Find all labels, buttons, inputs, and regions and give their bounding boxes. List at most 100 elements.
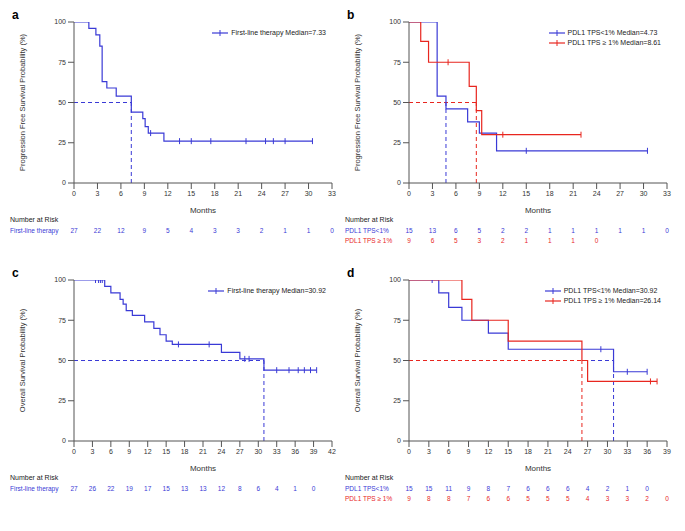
svg-text:25: 25	[58, 139, 66, 146]
svg-text:PDL1 TPS ≥ 1%: PDL1 TPS ≥ 1%	[345, 495, 392, 502]
svg-text:39: 39	[663, 447, 671, 454]
svg-text:24: 24	[564, 447, 572, 454]
svg-text:3: 3	[431, 190, 435, 197]
svg-text:36: 36	[643, 447, 651, 454]
svg-text:1: 1	[642, 227, 646, 234]
svg-text:5: 5	[166, 227, 170, 234]
svg-text:5: 5	[526, 495, 530, 502]
svg-text:6: 6	[526, 485, 530, 492]
svg-text:15: 15	[405, 227, 413, 234]
svg-text:Months: Months	[525, 464, 551, 471]
svg-text:3: 3	[625, 495, 629, 502]
svg-text:9: 9	[407, 237, 411, 244]
svg-text:1: 1	[307, 227, 311, 234]
svg-text:Months: Months	[190, 206, 216, 213]
svg-text:Overall Survival Probability (: Overall Survival Probability (%)	[353, 308, 362, 412]
svg-text:0: 0	[397, 437, 401, 444]
svg-text:1: 1	[524, 237, 528, 244]
svg-text:13: 13	[181, 485, 189, 492]
svg-text:50: 50	[58, 356, 66, 363]
svg-text:100: 100	[54, 276, 66, 283]
svg-text:8: 8	[487, 485, 491, 492]
svg-text:5: 5	[454, 237, 458, 244]
svg-text:3: 3	[96, 190, 100, 197]
svg-text:22: 22	[107, 485, 115, 492]
svg-text:18: 18	[524, 447, 532, 454]
svg-text:24: 24	[593, 190, 601, 197]
svg-text:15: 15	[405, 485, 413, 492]
svg-text:15: 15	[522, 190, 530, 197]
svg-text:6: 6	[109, 447, 113, 454]
svg-text:3: 3	[478, 237, 482, 244]
svg-text:27: 27	[616, 190, 624, 197]
svg-text:1: 1	[293, 485, 297, 492]
svg-text:6: 6	[431, 237, 435, 244]
svg-text:30: 30	[640, 190, 648, 197]
svg-text:0: 0	[665, 227, 669, 234]
svg-text:3: 3	[213, 227, 217, 234]
svg-text:12: 12	[164, 190, 172, 197]
svg-text:75: 75	[393, 316, 401, 323]
svg-text:30: 30	[305, 190, 313, 197]
svg-text:PDL1 TPS ≥ 1%: PDL1 TPS ≥ 1%	[345, 237, 392, 244]
svg-text:0: 0	[595, 237, 599, 244]
svg-text:1: 1	[595, 227, 599, 234]
svg-text:1: 1	[548, 227, 552, 234]
svg-text:12: 12	[484, 447, 492, 454]
svg-text:27: 27	[584, 447, 592, 454]
svg-text:1: 1	[548, 237, 552, 244]
svg-text:6: 6	[506, 495, 510, 502]
svg-text:27: 27	[70, 227, 78, 234]
svg-text:4: 4	[586, 485, 590, 492]
svg-text:PDL1 TPS<1%: PDL1 TPS<1%	[345, 485, 389, 492]
svg-text:6: 6	[454, 190, 458, 197]
svg-text:18: 18	[546, 190, 554, 197]
svg-text:12: 12	[117, 227, 125, 234]
svg-text:2: 2	[606, 485, 610, 492]
svg-text:12: 12	[144, 447, 152, 454]
svg-text:0: 0	[330, 227, 334, 234]
svg-text:First-line therapy: First-line therapy	[10, 485, 59, 493]
svg-text:2: 2	[501, 227, 505, 234]
svg-text:1: 1	[618, 227, 622, 234]
svg-text:Number at Risk: Number at Risk	[10, 216, 59, 223]
svg-text:1: 1	[571, 227, 575, 234]
svg-text:8: 8	[238, 485, 242, 492]
svg-text:6: 6	[256, 485, 260, 492]
svg-text:22: 22	[94, 227, 102, 234]
svg-text:4: 4	[189, 227, 193, 234]
svg-text:0: 0	[62, 437, 66, 444]
svg-text:19: 19	[126, 485, 134, 492]
svg-text:Number at Risk: Number at Risk	[345, 216, 394, 223]
svg-text:27: 27	[236, 447, 244, 454]
svg-text:9: 9	[142, 190, 146, 197]
svg-text:PDL1 TPS<1%: PDL1 TPS<1%	[345, 227, 389, 234]
svg-text:24: 24	[258, 190, 266, 197]
svg-text:Months: Months	[190, 464, 216, 471]
svg-text:3: 3	[606, 495, 610, 502]
svg-text:25: 25	[393, 397, 401, 404]
svg-text:5: 5	[478, 227, 482, 234]
svg-text:50: 50	[393, 99, 401, 106]
svg-text:50: 50	[58, 99, 66, 106]
svg-text:Number at Risk: Number at Risk	[345, 474, 394, 481]
svg-text:75: 75	[393, 59, 401, 66]
svg-text:Progression Free Survival Prob: Progression Free Survival Probability (%…	[353, 33, 362, 171]
svg-text:25: 25	[58, 397, 66, 404]
svg-text:7: 7	[506, 485, 510, 492]
svg-text:First-line therapy: First-line therapy	[10, 227, 59, 235]
svg-text:Months: Months	[525, 206, 551, 213]
svg-text:33: 33	[663, 190, 671, 197]
svg-text:3: 3	[236, 227, 240, 234]
svg-text:13: 13	[199, 485, 207, 492]
svg-text:15: 15	[162, 447, 170, 454]
svg-text:Progression Free Survival Prob: Progression Free Survival Probability (%…	[18, 33, 27, 171]
svg-text:9: 9	[467, 485, 471, 492]
svg-text:3: 3	[427, 447, 431, 454]
svg-text:9: 9	[477, 190, 481, 197]
svg-text:2: 2	[524, 227, 528, 234]
svg-text:8: 8	[447, 495, 451, 502]
svg-text:6: 6	[454, 227, 458, 234]
svg-text:75: 75	[58, 316, 66, 323]
svg-text:9: 9	[127, 447, 131, 454]
